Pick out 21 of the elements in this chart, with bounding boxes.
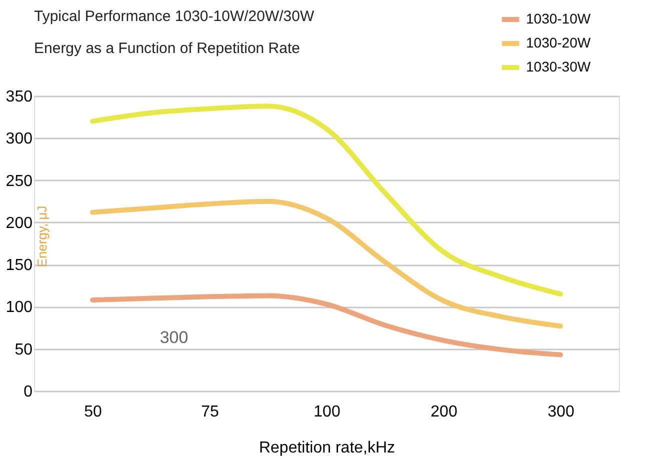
y-tick-label: 300 bbox=[6, 130, 33, 148]
y-tick-label: 50 bbox=[14, 341, 33, 358]
x-tick-label: 75 bbox=[201, 404, 219, 420]
y-tick-label: 0 bbox=[24, 384, 33, 400]
annotation: 300 bbox=[160, 328, 188, 347]
y-axis-title: Energy, μJ bbox=[34, 206, 50, 268]
y-tick-label: 200 bbox=[6, 214, 33, 232]
legend-label: 1030-10W bbox=[526, 10, 592, 26]
x-tick-label: 200 bbox=[430, 404, 458, 420]
chart-subtitle: Energy as a Function of Repetition Rate bbox=[34, 40, 300, 57]
x-tick-label: 50 bbox=[84, 404, 102, 420]
x-axis-title: Repetition rate,kHz bbox=[258, 440, 396, 456]
y-tick-label: 250 bbox=[6, 172, 33, 190]
legend-label: 1030-30W bbox=[526, 58, 592, 74]
chart-title: Typical Performance 1030-10W/20W/30W bbox=[34, 8, 315, 25]
y-tick-label: 350 bbox=[6, 88, 33, 106]
x-tick-label: 300 bbox=[548, 404, 574, 420]
y-tick-label: 150 bbox=[6, 257, 33, 274]
legend-label: 1030-20W bbox=[526, 34, 592, 50]
x-tick-label: 100 bbox=[314, 404, 340, 420]
y-tick-label: 100 bbox=[6, 299, 33, 316]
